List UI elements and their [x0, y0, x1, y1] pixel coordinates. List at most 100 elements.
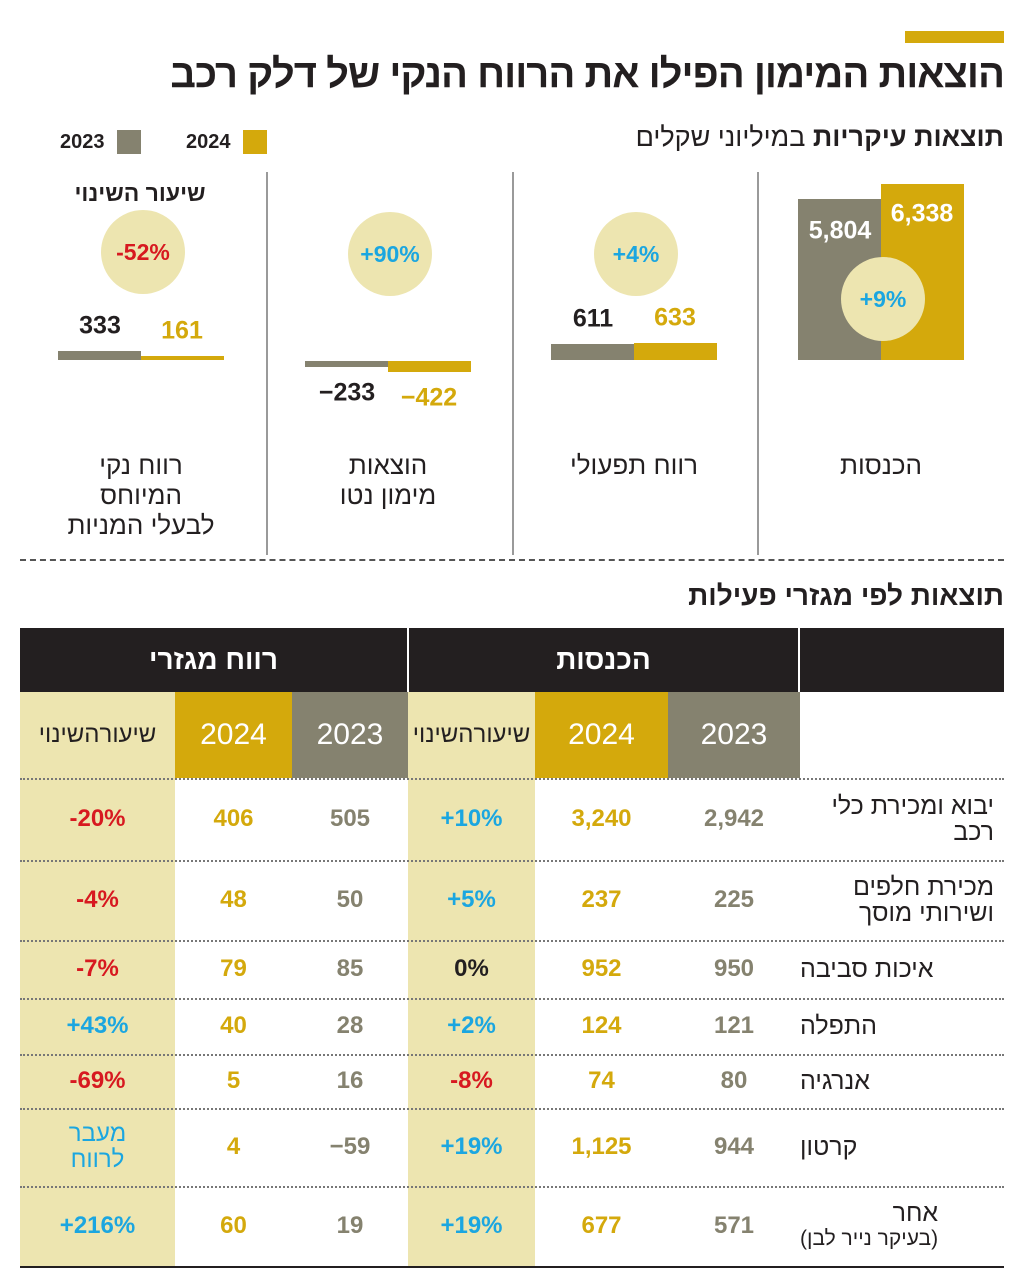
row-label: התפלה	[800, 1012, 877, 1040]
value-2024: 1,125	[571, 1133, 632, 1160]
bar-2023	[305, 361, 388, 368]
divider	[757, 172, 759, 555]
bar-2024	[634, 343, 717, 360]
row-separator	[20, 860, 1004, 862]
value-2024: 161	[161, 316, 203, 345]
row-separator	[20, 998, 1004, 1000]
value-2023: 505	[329, 805, 371, 832]
table-bottom-border	[20, 1266, 1004, 1268]
value-2024: 40	[220, 1012, 247, 1039]
value-2023: 950	[713, 955, 755, 982]
subtitle: תוצאות עיקריות במיליוני שקלים	[636, 122, 1004, 153]
value-2024: 406	[213, 805, 254, 832]
column-header: 2023	[668, 692, 800, 778]
row-label: יבוא ומכירת כלי רכב	[831, 792, 994, 846]
bar-2024	[388, 361, 471, 372]
value-2024: 677	[581, 1212, 622, 1239]
category-label: רווח תפעולי	[570, 450, 698, 480]
value-2024: −422	[400, 383, 458, 412]
change-value: +19%	[440, 1133, 503, 1160]
page-title: הוצאות המימון הפילו את הרווח הנקי של דלק…	[170, 52, 1005, 96]
divider	[266, 172, 268, 555]
value-2023: 80	[720, 1067, 748, 1094]
legend-swatch	[242, 130, 267, 154]
change-badge: -52%	[101, 210, 185, 294]
change-badge: +4%	[594, 212, 678, 296]
row-label: קרטון	[800, 1133, 858, 1161]
value-2023: 333	[79, 311, 121, 340]
change-column-bg	[20, 692, 175, 1266]
legend-label: 2023	[60, 130, 105, 153]
change-column-bg	[408, 692, 535, 1266]
bar-2023	[551, 343, 634, 360]
change-value: +43%	[66, 1012, 129, 1039]
change-badge: +90%	[348, 212, 432, 296]
value-2023: 611	[572, 304, 614, 333]
divider	[512, 172, 514, 555]
row-separator	[20, 940, 1004, 942]
change-value: -69%	[69, 1067, 126, 1094]
change-badge: +9%	[841, 257, 925, 341]
change-value: 0%	[454, 955, 489, 982]
group-header-profit: רווח מגזרי	[20, 628, 407, 692]
category-label: הכנסות	[839, 450, 923, 480]
category-label: הוצאות מימון נטו	[339, 450, 437, 510]
value-2024: 60	[220, 1212, 247, 1239]
value-2023: 50	[336, 886, 364, 913]
change-value: -7%	[76, 955, 119, 982]
change-value: -8%	[450, 1067, 493, 1094]
row-label: איכות סביבה	[800, 955, 934, 983]
legend-swatch	[116, 130, 141, 154]
column-header: שיעור השינוי	[412, 721, 531, 748]
row-separator	[20, 1054, 1004, 1056]
value-2024: 3,240	[571, 805, 632, 832]
value-2024: 6,338	[890, 199, 954, 228]
legend-label: 2024	[186, 130, 231, 153]
value-2023: 225	[713, 886, 755, 913]
row-separator	[20, 1108, 1004, 1110]
value-2023: 2,942	[703, 805, 765, 832]
row-separator	[20, 778, 1004, 780]
value-2024: 124	[581, 1012, 622, 1039]
value-2024: 4	[226, 1133, 241, 1160]
value-2023: 571	[713, 1212, 755, 1239]
accent-bar	[905, 31, 1004, 43]
column-header: שיעור השינוי	[38, 721, 157, 748]
value-2024: 5	[226, 1067, 241, 1094]
category-label: רווח נקי המיוחס לבעלי המניות	[67, 450, 215, 540]
section-title: תוצאות לפי מגזרי פעילות	[688, 580, 1004, 611]
value-2024: 952	[581, 955, 622, 982]
value-2024: 79	[220, 955, 247, 982]
change-value: -4%	[76, 886, 119, 913]
value-2024: 237	[581, 886, 622, 913]
value-2023: −59	[329, 1133, 371, 1160]
value-2023: 944	[713, 1133, 755, 1160]
legend-2023: 2023	[60, 130, 141, 154]
header-corner	[800, 628, 1004, 692]
dashed-divider	[20, 559, 1004, 561]
value-2023: 28	[336, 1012, 364, 1039]
value-2023: 5,804	[808, 216, 872, 245]
column-header: 2024	[175, 692, 292, 778]
value-2024: 633	[654, 303, 696, 332]
value-2023: −233	[318, 378, 376, 407]
change-value: +19%	[440, 1212, 503, 1239]
subtitle-unit: במיליוני שקלים	[635, 122, 813, 152]
value-2024: 74	[588, 1067, 615, 1094]
change-value: +5%	[447, 886, 496, 913]
column-header: 2024	[535, 692, 668, 778]
change-value: -20%	[69, 805, 126, 832]
change-value: +2%	[447, 1012, 496, 1039]
value-2023: 85	[336, 955, 364, 982]
legend-2024: 2024	[186, 130, 267, 154]
change-value: מעבר לרווח	[68, 1120, 127, 1173]
bar-2023	[58, 351, 141, 360]
bar-2024	[141, 355, 224, 360]
row-label: אחר (בעיקר נייר לבן)	[800, 1199, 939, 1250]
value-2023: 19	[336, 1212, 364, 1239]
row-label: מכירת חלפים ושירותי מוסך	[852, 873, 994, 927]
value-2023: 16	[336, 1067, 364, 1094]
change-value: +10%	[440, 805, 503, 832]
row-label: אנרגיה	[800, 1067, 870, 1095]
value-2023: 121	[713, 1012, 755, 1039]
